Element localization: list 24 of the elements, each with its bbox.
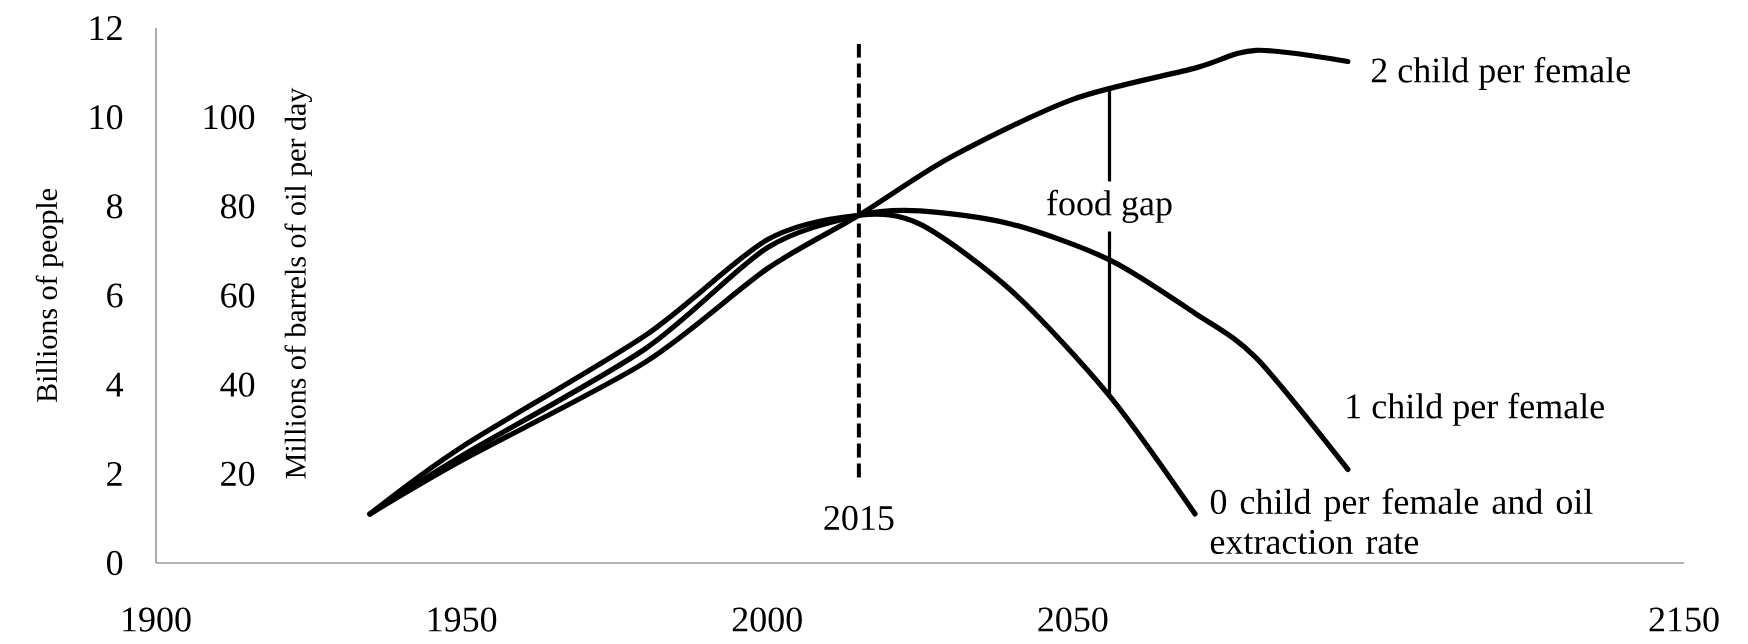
y-tick-label: 12 [90, 16, 122, 40]
series-label: 2 child per female [1371, 56, 1630, 90]
y2-tick-label: 40 [220, 372, 255, 397]
y-axis-title: Billions of people [35, 189, 64, 403]
x-tick-label: 1950 [428, 607, 497, 632]
y-tick-label: 6 [107, 283, 123, 308]
y-tick-label: 10 [90, 105, 123, 130]
y-tick-label: 8 [106, 194, 123, 219]
series-label: 1 child per female [1347, 392, 1604, 426]
y-tick-label: 4 [106, 372, 124, 397]
x-tick-label: 2050 [1038, 607, 1108, 632]
annotation: food gap [1047, 189, 1172, 223]
y2-tick-label: 20 [221, 461, 255, 486]
y-tick-label: 2 [107, 461, 122, 486]
x-tick-label: 1900 [123, 607, 191, 632]
ref-line-label: 2015 [824, 505, 894, 531]
y2-tick-label: 80 [220, 194, 255, 219]
y-tick-label: 0 [106, 550, 123, 576]
y2-tick-label: 100 [204, 105, 255, 130]
x-tick-label: 2150 [1649, 607, 1719, 632]
y2-axis-title: Millions of barrels of oil per day [284, 87, 312, 479]
y2-tick-label: 60 [221, 283, 255, 308]
x-tick-label: 2000 [732, 607, 802, 632]
series-label: 0 child per female and oil extraction rate [1210, 488, 1593, 555]
